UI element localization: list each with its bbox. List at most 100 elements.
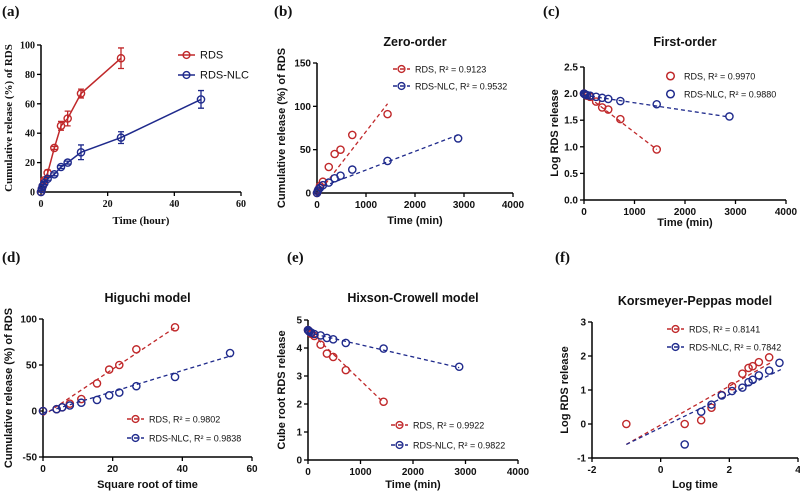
y-tick-label: 40 (25, 129, 35, 140)
x-tick-label: 1000 (623, 207, 646, 218)
data-point (748, 375, 757, 385)
legend-item: RDS-NLC, R² = 0.9880 (665, 89, 776, 100)
data-point (379, 397, 388, 407)
data-point (341, 338, 351, 348)
x-tick-label: 0 (658, 465, 664, 476)
legend-item: RDS-NLC, R² = 0.9822 (391, 441, 505, 451)
data-point (57, 403, 67, 412)
data-point (104, 365, 114, 374)
data-point (104, 391, 114, 400)
x-axis-label: Log time (672, 479, 718, 491)
x-tick-label: 2 (727, 465, 733, 476)
panel-label: (d) (2, 250, 20, 266)
legend-item: RDS, R² = 0.8141 (667, 325, 760, 335)
x-tick-label: 4000 (502, 200, 525, 211)
data-point (50, 143, 59, 153)
y-tick-label: 1.5 (564, 116, 578, 127)
legend-marker (131, 414, 140, 424)
data-point (383, 109, 392, 119)
data-point (316, 340, 325, 349)
fit-line (42, 326, 176, 417)
data-point (347, 165, 357, 174)
series-rds (622, 353, 774, 445)
series-rds-nlc (303, 325, 464, 372)
data-point (754, 371, 764, 380)
error-bar (51, 145, 58, 151)
data-point (43, 174, 52, 184)
y-tick-label: 1 (580, 386, 586, 397)
legend-marker (395, 420, 404, 430)
y-tick-label: 3 (580, 318, 586, 329)
legend-item: RDS-NLC (178, 70, 249, 82)
x-tick-label: 0 (581, 207, 587, 218)
x-tick-label: 0 (40, 464, 46, 475)
data-point (170, 372, 180, 382)
panel-label: (a) (2, 4, 20, 20)
legend-marker (397, 64, 406, 74)
y-tick-label: 50 (26, 361, 38, 372)
data-point (132, 381, 141, 391)
fit-line (626, 362, 771, 445)
error-bar (44, 176, 51, 181)
legend-label: RDS-NLC, R² = 0.9532 (415, 82, 507, 92)
y-tick-label: 0 (30, 188, 35, 199)
x-tick-label: 60 (236, 199, 246, 210)
x-tick-label: 2000 (404, 200, 427, 211)
series-line (40, 98, 202, 193)
fit-line (583, 93, 658, 150)
data-point (50, 170, 59, 179)
data-point (585, 91, 595, 101)
legend-marker (395, 440, 404, 450)
y-tick-label: 2.0 (564, 89, 578, 100)
error-bar (51, 172, 58, 177)
legend-item: RDS-NLC, R² = 0.9532 (393, 82, 507, 92)
error-bar (64, 110, 71, 127)
data-point (754, 357, 764, 367)
y-tick-label: 100 (20, 315, 37, 326)
y-tick-label: 0.5 (564, 169, 578, 180)
data-point (603, 105, 613, 114)
panel-label: (f) (555, 250, 570, 266)
x-tick-label: 0 (39, 199, 44, 210)
fit-line (583, 94, 730, 118)
data-point (744, 363, 753, 373)
data-point (680, 440, 690, 449)
data-point (63, 158, 72, 167)
error-bar (198, 89, 204, 109)
x-tick-label: 40 (177, 464, 189, 475)
legend-item: RDS, R² = 0.9970 (665, 71, 755, 82)
data-point (132, 345, 141, 354)
x-tick-label: 2000 (402, 467, 425, 478)
y-axis-label: Cumulative release (%) of RDS (3, 44, 15, 192)
y-axis-label: Cumulative release (%) of RDS (276, 48, 288, 208)
fit-line (307, 331, 460, 369)
y-tick-label: 100 (20, 41, 35, 52)
x-tick-label: 20 (107, 464, 119, 475)
data-point (597, 93, 607, 103)
x-axis-label: Time (min) (387, 215, 443, 227)
x-tick-label: 2000 (674, 207, 697, 218)
x-axis-label: Square root of time (97, 479, 198, 491)
data-point (616, 96, 625, 106)
x-tick-label: 4000 (775, 207, 798, 218)
legend-item: RDS-NLC, R² = 0.7842 (667, 343, 781, 353)
legend-marker (397, 81, 406, 91)
series-rds-nlc (36, 89, 206, 197)
data-point (92, 379, 102, 388)
y-tick-label: 150 (294, 59, 311, 70)
y-tick-label: 100 (294, 102, 311, 113)
data-point (603, 94, 613, 104)
data-point (616, 114, 625, 124)
panel-b: (b) Zero-order 0 1000 2000 3000 4000 0 50 100 150 T… (274, 4, 525, 227)
legend-label: RDS-NLC (200, 70, 249, 82)
data-point (707, 400, 716, 409)
data-point (652, 99, 662, 109)
data-point (196, 95, 206, 104)
data-point (383, 156, 392, 166)
series-rds-nlc (38, 348, 235, 416)
fit-line (316, 103, 389, 196)
data-point (652, 145, 662, 154)
data-point (77, 394, 86, 404)
